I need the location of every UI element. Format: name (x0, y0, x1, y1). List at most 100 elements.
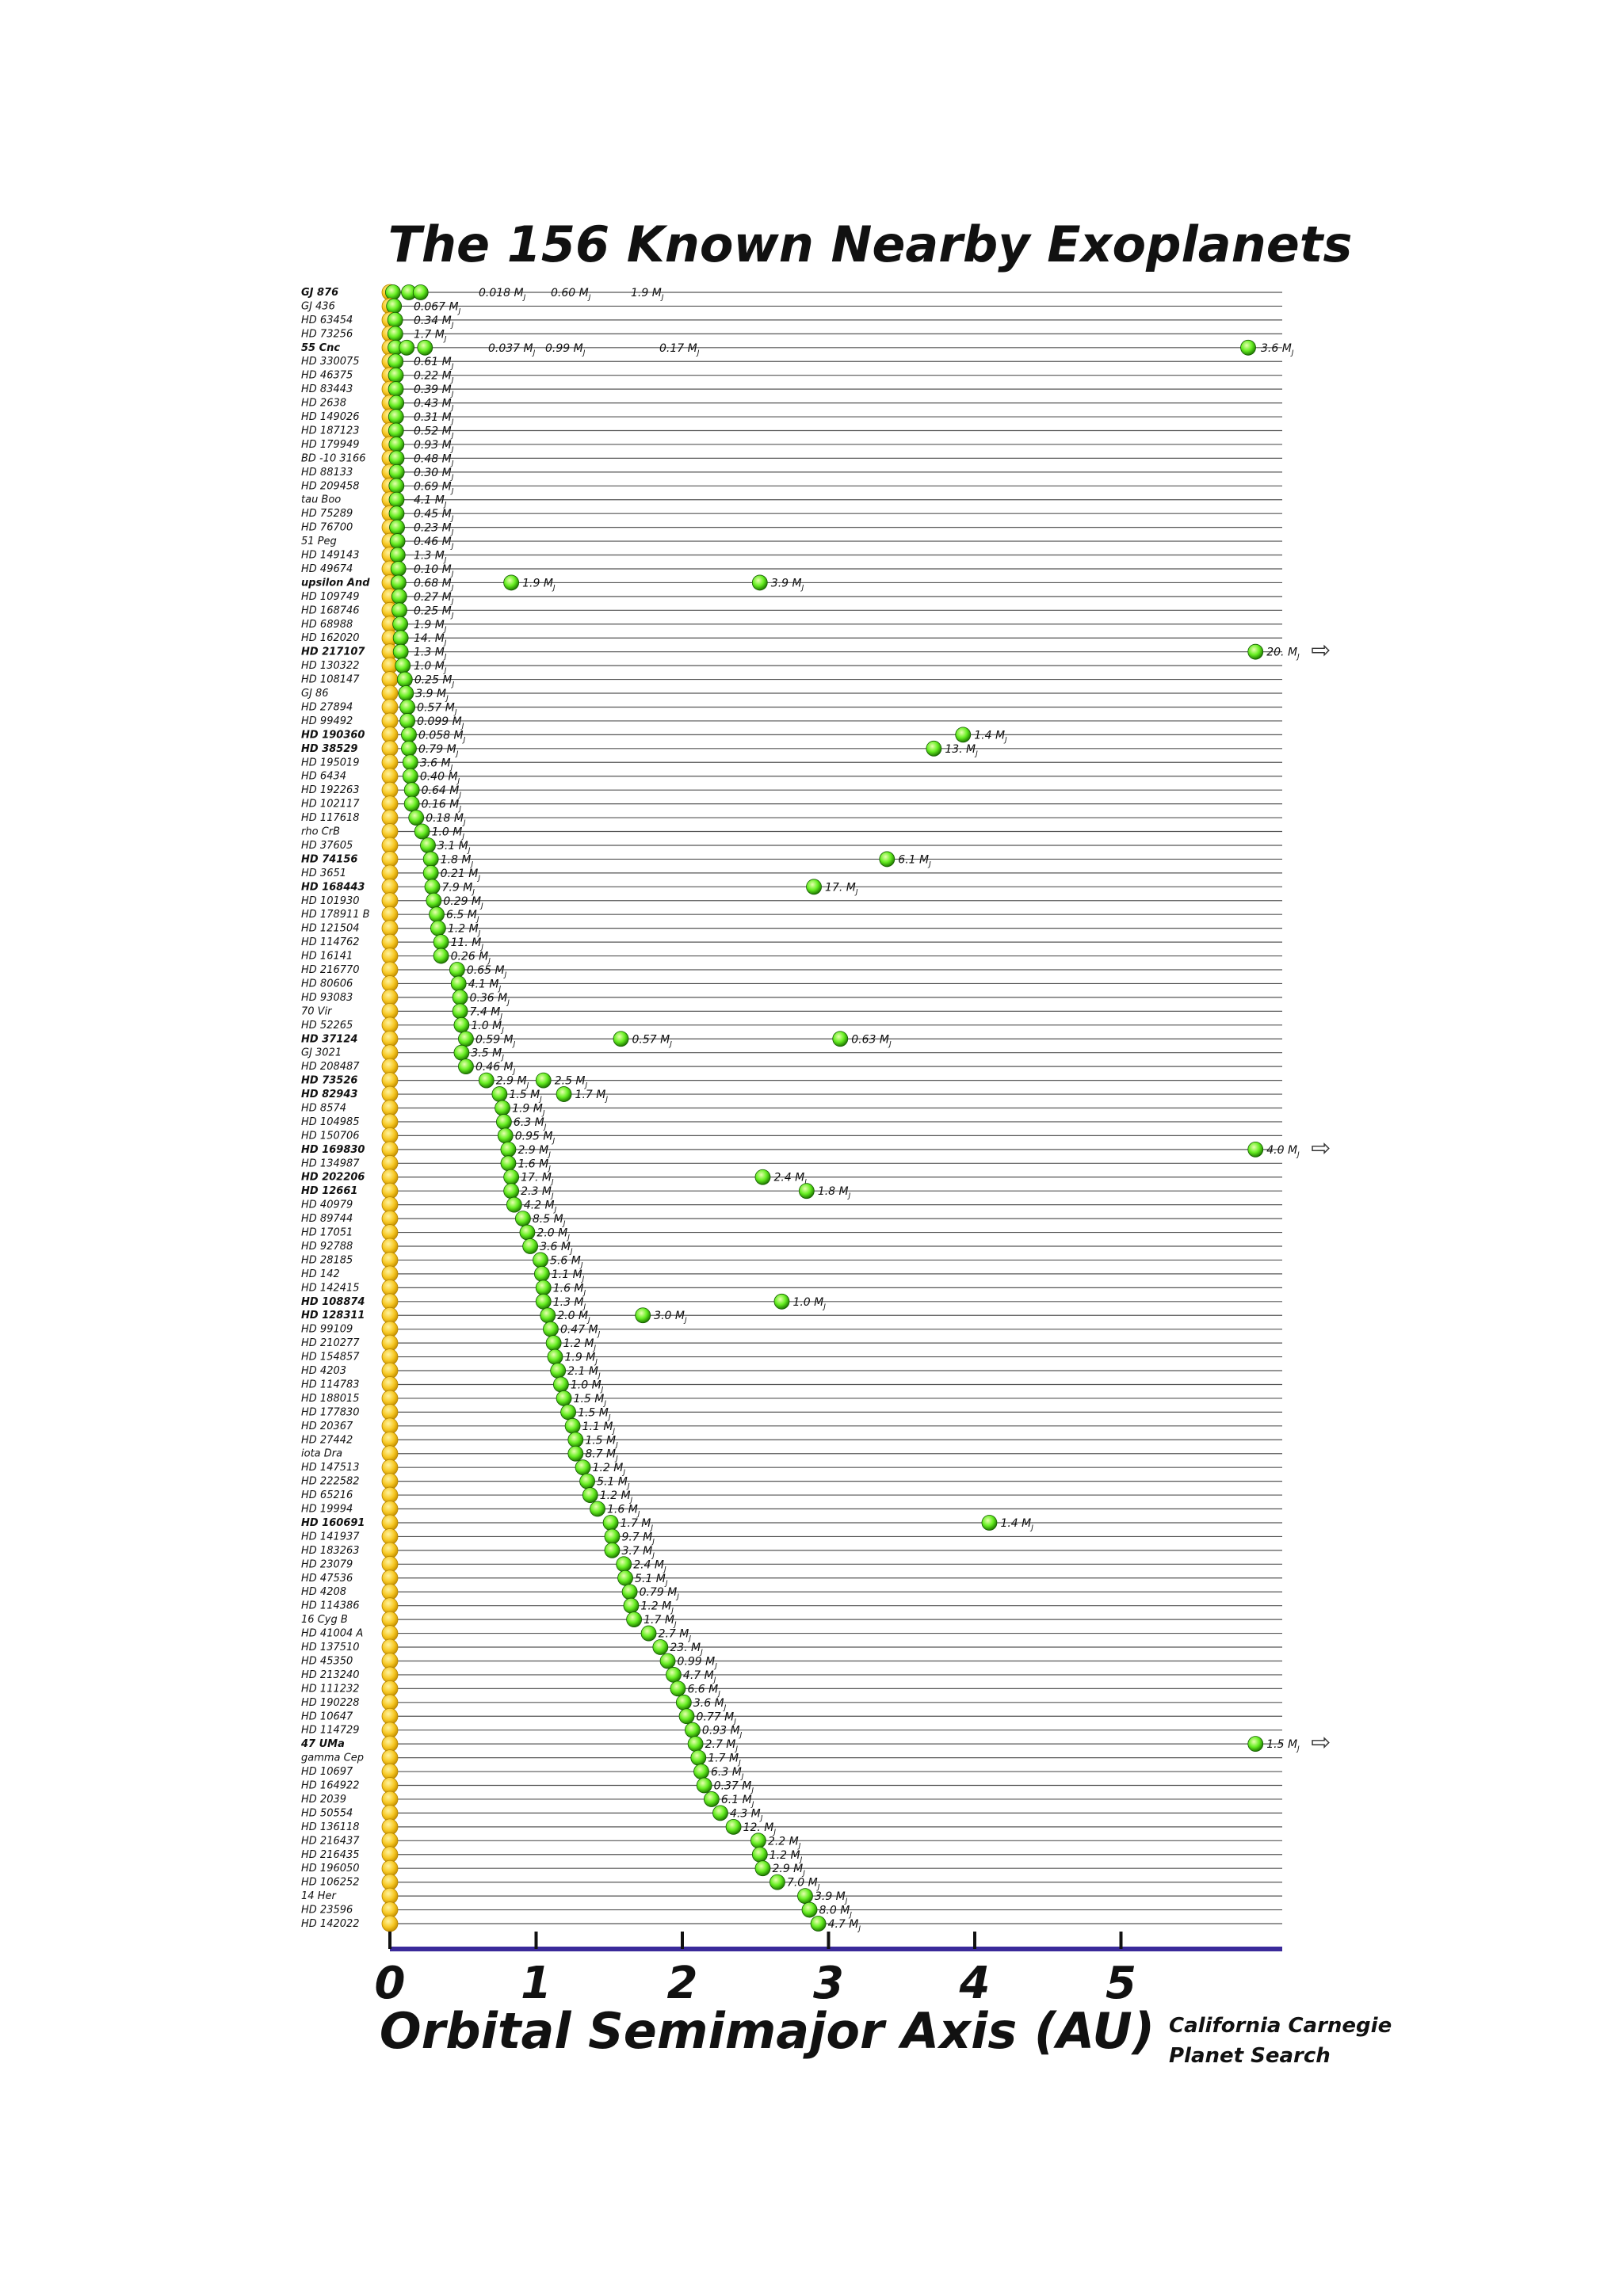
planet-marker (751, 1846, 768, 1863)
mass-unit-subscript: J (607, 1413, 611, 1421)
star-name-label: HD 121504 (301, 923, 360, 935)
star-row: HD 37605 3.1 MJ (301, 837, 1282, 855)
star-marker (381, 1694, 399, 1711)
star-rows: GJ 876 0.018 MJ 0.60 MJ 1.9 MJ GJ 436 0.067 M… (300, 284, 1331, 1933)
planet-marker (430, 920, 446, 936)
star-row: HD 142022 4.7 MJ (301, 1915, 1282, 1933)
star-name-label: HD 164922 (301, 1780, 360, 1792)
planet-marker (388, 395, 405, 411)
planet-mass-label: 0.099 MJ (417, 715, 464, 730)
planet-mass-label: 8.5 MJ (533, 1213, 566, 1228)
star-name-label: 70 Vir (301, 1005, 333, 1017)
star-marker (381, 726, 399, 743)
planet-marker (453, 1044, 470, 1061)
mass-unit-subscript: J (739, 1732, 743, 1740)
planet-marker (458, 1031, 474, 1047)
planet-mass-label: 1.0 MJ (792, 1296, 826, 1311)
planet-mass-label: 13. MJ (945, 743, 978, 758)
x-axis-tick-label: 4 (959, 1958, 991, 2009)
planet-mass-label: 0.22 MJ (414, 370, 454, 385)
planet-marker (769, 1874, 785, 1890)
mass-unit-subscript: J (651, 1538, 655, 1546)
mass-unit-subscript: J (614, 1455, 618, 1463)
star-name-label: HD 162020 (301, 632, 360, 644)
planet-mass-label: 7.4 MJ (470, 1005, 503, 1020)
star-name-label: HD 27894 (301, 701, 353, 713)
x-axis: 0 1 2 3 4 5 (375, 1932, 1282, 2009)
planet-marker (623, 1597, 640, 1614)
star-row: BD -10 3166 0.48 MJ (301, 449, 1282, 467)
star-name-label: HD 209458 (301, 480, 360, 492)
planet-marker (390, 561, 407, 577)
mass-unit-subscript: J (801, 1870, 805, 1878)
star-row: HD 128311 2.0 MJ 3.0 MJ (301, 1306, 1282, 1325)
star-row: HD 114783 1.0 MJ (301, 1376, 1282, 1394)
star-row: GJ 86 3.9 MJ (301, 685, 1282, 703)
star-row: HD 330075 0.61 MJ (301, 353, 1282, 371)
mass-unit-subscript: J (455, 750, 459, 758)
offscale-arrow-icon: ⇨ (1311, 1729, 1331, 1756)
planet-marker (497, 1127, 514, 1144)
mass-unit-subscript: J (457, 307, 461, 315)
star-name-label: HD 188015 (301, 1393, 360, 1405)
planet-marker (399, 713, 416, 729)
star-name-label: HD 17051 (301, 1227, 353, 1239)
planet-mass-label: 8.0 MJ (819, 1905, 853, 1920)
planet-marker (552, 1376, 569, 1393)
planet-mass-label: 1.3 MJ (414, 550, 447, 565)
star-marker (381, 712, 399, 730)
star-name-label: HD 12661 (301, 1185, 357, 1197)
planet-marker (556, 1086, 572, 1102)
planet-marker (687, 1736, 704, 1753)
star-marker (381, 851, 399, 868)
mass-unit-subscript: J (581, 1276, 585, 1283)
star-name-label: HD 106252 (301, 1877, 360, 1889)
mass-unit-subscript: J (750, 1801, 754, 1809)
planet-marker (491, 1086, 508, 1102)
planet-mass-label: 1.8 MJ (818, 1185, 851, 1200)
planet-marker (388, 367, 404, 383)
star-row: HD 63454 0.34 MJ (301, 311, 1282, 330)
planet-marker (391, 588, 407, 605)
planet-marker (535, 1072, 552, 1089)
mass-unit-subscript: J (553, 1207, 557, 1215)
star-name-label: 51 Peg (301, 536, 337, 547)
mass-unit-subscript: J (649, 1524, 653, 1532)
star-marker (381, 753, 399, 771)
star-row: HD 196050 2.9 MJ (301, 1859, 1282, 1878)
mass-unit-subscript: J (457, 806, 461, 814)
star-name-label: HD 2638 (301, 398, 346, 410)
planet-mass-label: 0.52 MJ (414, 425, 454, 440)
planet-marker (395, 658, 411, 674)
star-marker (381, 1486, 399, 1504)
planet-marker (503, 1183, 520, 1199)
star-name-label: HD 8574 (301, 1103, 346, 1115)
star-name-label: HD 102117 (301, 799, 360, 810)
mass-unit-subscript: J (547, 1151, 551, 1159)
mass-unit-subscript: J (498, 1013, 502, 1020)
star-row: HD 117618 0.18 MJ (301, 809, 1282, 827)
star-marker (381, 699, 399, 715)
star-row: HD 101930 0.29 MJ (301, 892, 1282, 910)
planet-mass-label: 14. MJ (414, 632, 447, 647)
star-marker (381, 1390, 399, 1407)
mass-unit-subscript: J (1003, 736, 1007, 744)
planet-mass-label: 1.5 MJ (578, 1406, 611, 1421)
star-row: HD 28185 5.6 MJ (301, 1252, 1282, 1269)
star-name-label: HD 23079 (301, 1558, 353, 1570)
planet-marker (399, 339, 415, 356)
star-row: HD 108874 1.3 MJ 1.0 MJ (301, 1293, 1282, 1311)
planet-marker (392, 643, 409, 660)
planet-mass-label: 1.4 MJ (1000, 1517, 1033, 1532)
planet-mass-label: 0.65 MJ (467, 964, 507, 979)
star-marker (381, 1915, 399, 1932)
star-row: HD 12661 2.3 MJ 1.8 MJ (301, 1182, 1282, 1200)
star-row: HD 10697 6.3 MJ (301, 1763, 1282, 1781)
mass-unit-subscript: J (475, 916, 479, 924)
x-axis-tick-label: 5 (1106, 1958, 1136, 2009)
planet-marker (433, 934, 449, 951)
star-marker (381, 1846, 399, 1863)
star-name-label: HD 216435 (301, 1849, 360, 1861)
planet-marker (396, 671, 413, 688)
planet-marker (579, 1473, 595, 1489)
